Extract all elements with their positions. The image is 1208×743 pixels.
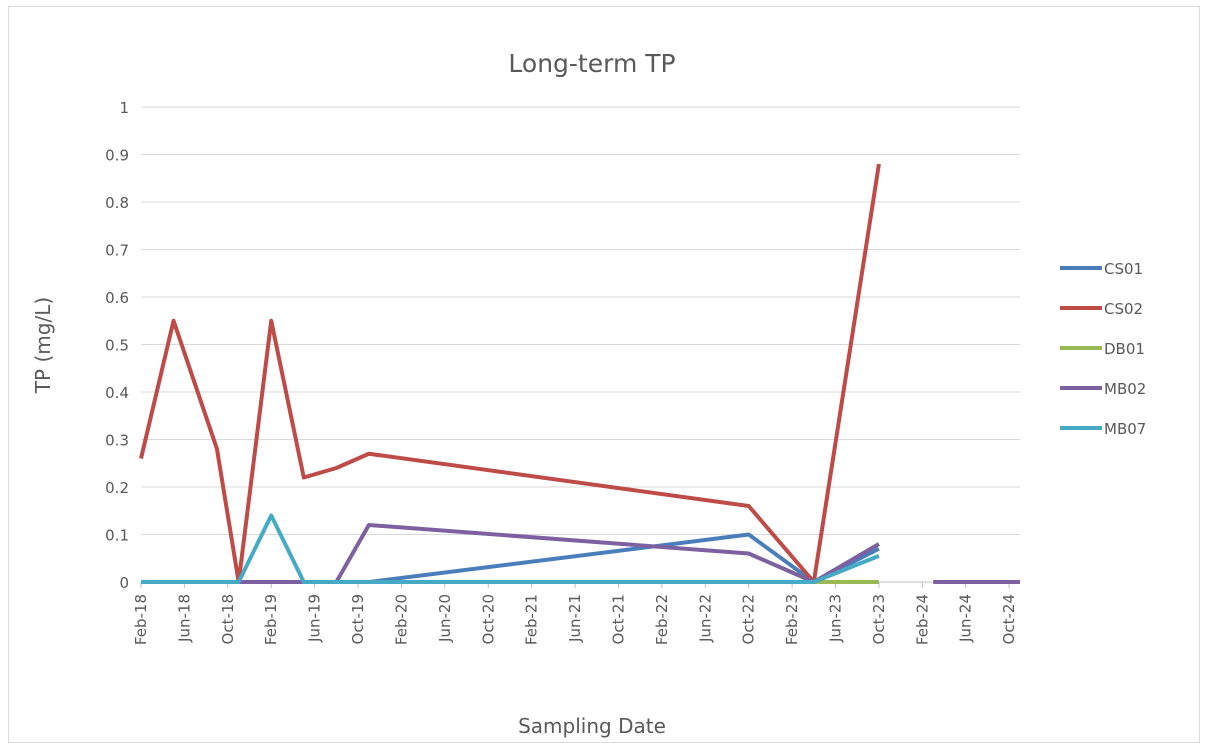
y-tick-label: 0.6 xyxy=(105,289,129,307)
legend-label: DB01 xyxy=(1104,340,1145,358)
x-tick-label: Oct-24 xyxy=(1000,594,1018,644)
chart-border xyxy=(8,6,1200,743)
y-tick-label: 0 xyxy=(119,574,129,592)
y-tick-label: 0.2 xyxy=(105,479,129,497)
x-tick-label: Oct-20 xyxy=(479,594,497,644)
y-tick-label: 0.4 xyxy=(105,384,129,402)
x-tick-label: Jun-19 xyxy=(306,594,324,643)
x-tick-label: Oct-22 xyxy=(740,594,758,644)
legend-label: MB02 xyxy=(1104,380,1146,398)
x-tick-label: Oct-23 xyxy=(870,594,888,644)
x-tick-label: Feb-22 xyxy=(653,594,671,645)
x-tick-label: Oct-18 xyxy=(219,594,237,644)
y-axis-label: TP (mg/L) xyxy=(31,297,55,394)
x-tick-label: Jun-22 xyxy=(696,594,714,643)
x-tick-label: Oct-19 xyxy=(349,594,367,644)
x-tick-label: Feb-23 xyxy=(783,594,801,645)
x-tick-label: Jun-18 xyxy=(175,594,193,643)
y-tick-label: 0.7 xyxy=(105,242,129,260)
x-tick-label: Feb-24 xyxy=(913,594,931,645)
legend-label: CS01 xyxy=(1104,260,1143,278)
chart-title: Long-term TP xyxy=(508,49,675,78)
x-tick-label: Jun-24 xyxy=(957,594,975,643)
x-axis-label: Sampling Date xyxy=(518,714,666,738)
y-tick-label: 0.3 xyxy=(105,432,129,450)
x-tick-label: Jun-21 xyxy=(566,594,584,643)
y-tick-label: 0.5 xyxy=(105,337,129,355)
series-line xyxy=(139,163,881,584)
legend-label: MB07 xyxy=(1104,420,1146,438)
x-tick-label: Feb-18 xyxy=(132,594,150,645)
x-tick-label: Feb-19 xyxy=(262,594,280,645)
x-tick-label: Jun-23 xyxy=(827,594,845,643)
y-tick-label: 0.8 xyxy=(105,194,129,212)
y-tick-label: 0.1 xyxy=(105,527,129,545)
legend-label: CS02 xyxy=(1104,300,1143,318)
x-tick-label: Feb-20 xyxy=(392,594,410,645)
x-tick-label: Oct-21 xyxy=(609,594,627,644)
y-tick-label: 1 xyxy=(119,99,129,117)
x-tick-label: Feb-21 xyxy=(523,594,541,645)
x-tick-label: Jun-20 xyxy=(436,594,454,643)
series-line xyxy=(141,513,880,584)
y-tick-label: 0.9 xyxy=(105,147,129,165)
